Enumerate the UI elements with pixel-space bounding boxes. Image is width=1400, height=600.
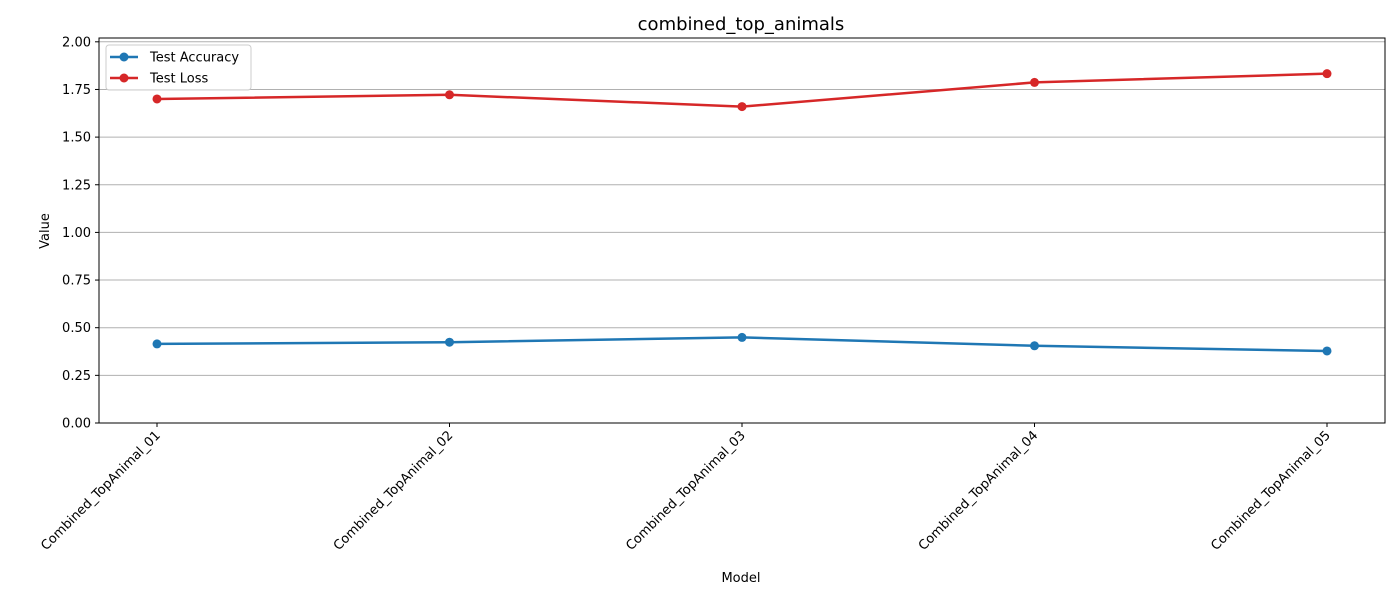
data-point	[1030, 77, 1039, 87]
y-tick-label: 0.50	[62, 321, 91, 336]
y-tick-label: 0.00	[62, 417, 91, 432]
data-point	[445, 337, 454, 347]
data-point	[445, 90, 454, 100]
plot-frame	[98, 37, 1386, 424]
grid-lines	[99, 41, 1385, 376]
y-tick-label: 0.25	[62, 369, 91, 384]
data-point	[737, 332, 747, 342]
data-point	[152, 94, 162, 104]
legend: Test Accuracy Test Loss	[105, 44, 252, 91]
legend-swatch-marker	[119, 52, 129, 62]
legend-box	[105, 44, 252, 91]
data-point	[152, 339, 162, 349]
y-tick-label: 1.75	[62, 83, 91, 98]
chart-title: combined_top_animals	[638, 14, 845, 35]
data-point	[737, 102, 747, 112]
y-tick-label: 1.50	[62, 131, 91, 146]
y-axis-ticks: 0.00 0.25 0.50 0.75 1.00 1.25 1.50 1.75 2.00	[62, 35, 99, 432]
y-tick-label: 2.00	[62, 35, 91, 50]
x-tick-label: Combined_TopAnimal_02	[331, 428, 457, 554]
y-tick-label: 1.25	[62, 178, 91, 193]
x-tick-label: Combined_TopAnimal_01	[38, 428, 164, 554]
legend-label: Test Loss	[149, 72, 208, 87]
series-layer	[152, 69, 1332, 356]
x-axis-ticks: Combined_TopAnimal_01 Combined_TopAnimal_…	[38, 423, 1334, 554]
data-point	[1322, 346, 1332, 356]
y-tick-label: 1.00	[62, 226, 91, 241]
y-axis-label: Value	[38, 213, 53, 249]
y-tick-label: 0.75	[62, 274, 91, 289]
data-point	[1030, 341, 1039, 351]
legend-swatch-marker	[119, 73, 129, 83]
x-tick-label: Combined_TopAnimal_05	[1208, 428, 1334, 554]
x-tick-label: Combined_TopAnimal_04	[916, 428, 1042, 554]
legend-label: Test Accuracy	[149, 51, 239, 66]
x-tick-label: Combined_TopAnimal_03	[623, 428, 749, 554]
x-axis-label: Model	[721, 571, 760, 586]
data-point	[1322, 69, 1332, 79]
series-line	[156, 72, 1328, 108]
